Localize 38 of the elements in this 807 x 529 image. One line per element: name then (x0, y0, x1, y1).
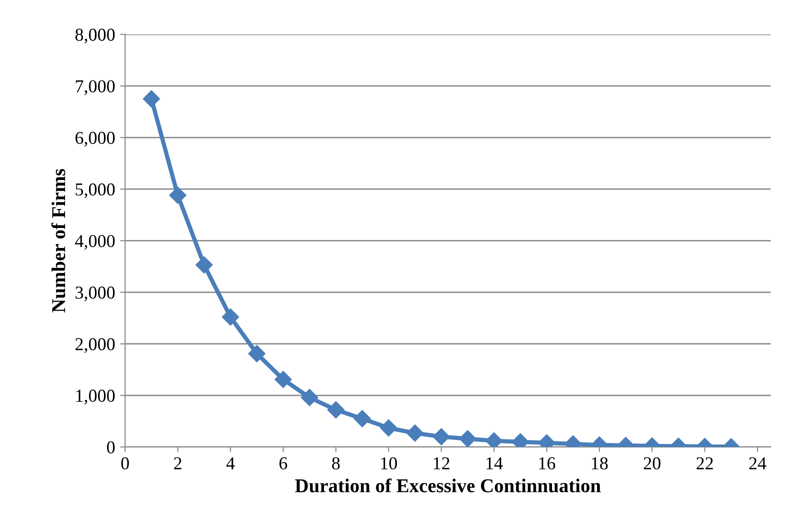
y-tick-label: 0 (107, 441, 115, 454)
x-tick-label: 16 (539, 457, 556, 470)
point (432, 428, 450, 446)
x-axis-title: Duration of Excessive Continnuation (295, 478, 601, 492)
x-tick-label: 6 (279, 457, 288, 470)
point (142, 90, 160, 108)
point (459, 430, 476, 448)
x-tick-label: 4 (226, 457, 235, 470)
x-tick-label: 10 (381, 457, 397, 470)
point (485, 432, 503, 448)
point (274, 370, 292, 388)
point (406, 424, 424, 442)
point (327, 401, 344, 418)
x-tick-label: 14 (486, 457, 503, 470)
x-tick-label: 0 (121, 457, 129, 470)
y-tick-label: 4,000 (75, 234, 115, 250)
x-tick-label: 20 (644, 457, 660, 470)
x-tick-label: 18 (592, 457, 608, 470)
y-tick-label: 2,000 (76, 338, 115, 353)
y-tick-label: 3,000 (76, 286, 115, 302)
point (248, 345, 266, 362)
x-tick-label: 12 (434, 457, 450, 470)
point (300, 388, 318, 406)
y-tick-label: 1,000 (76, 390, 115, 404)
x-tick-label: 8 (332, 457, 340, 470)
point (222, 308, 240, 326)
y-tick-label: 5,000 (76, 183, 115, 198)
point (380, 419, 398, 436)
x-tick-label: 24 (749, 457, 766, 470)
point (196, 256, 213, 274)
y-tick-label: 7,000 (76, 80, 115, 96)
y-tick-label: 6,000 (76, 132, 115, 147)
point (354, 410, 371, 428)
x-tick-label: 2 (174, 457, 182, 470)
y-axis-title: Number of Firms (51, 168, 66, 313)
x-tick-label: 22 (696, 457, 713, 470)
point (169, 186, 186, 204)
y-tick-label: 8,000 (75, 28, 115, 44)
